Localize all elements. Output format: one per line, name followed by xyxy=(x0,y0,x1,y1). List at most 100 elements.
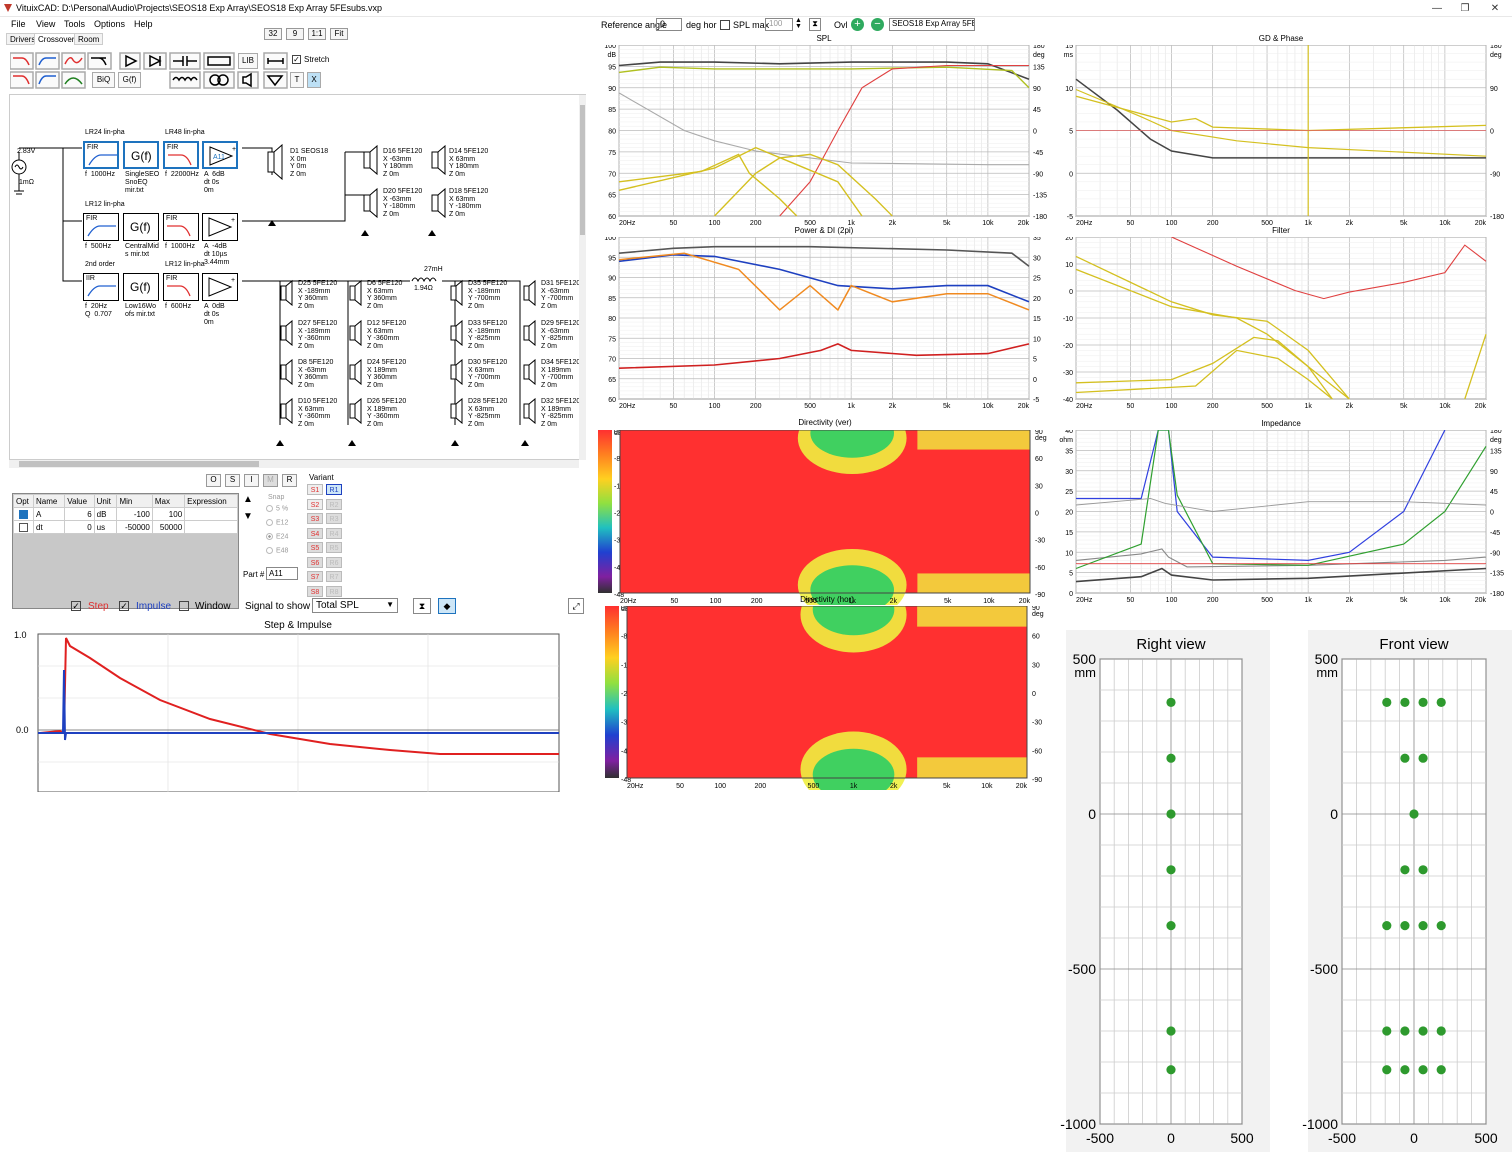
variant-r-button[interactable]: R4 xyxy=(326,527,342,539)
step-checkbox[interactable]: ✓ xyxy=(71,601,81,611)
filter-block[interactable]: A11+ A11 xyxy=(202,141,238,169)
schematic-hscroll[interactable] xyxy=(9,460,579,468)
window-checkbox[interactable] xyxy=(179,601,189,611)
variant-r-button[interactable]: R7 xyxy=(326,571,342,582)
variant-r-button[interactable]: R5 xyxy=(326,542,342,553)
expand-icon[interactable]: ◆ xyxy=(438,598,456,614)
filter-block[interactable]: FIR xyxy=(163,141,199,169)
driver-label[interactable]: D33 5FE120 X -189mm Y -825mm Z 0m xyxy=(468,320,507,350)
zoom-1to1-button[interactable]: 1:1 xyxy=(308,28,326,40)
menu-options[interactable]: Options xyxy=(94,19,126,29)
param-min[interactable]: -50000 xyxy=(116,520,153,534)
driver-label[interactable]: D1 SEOS18 X 0m Y 0m Z 0m xyxy=(290,148,328,178)
driver-label[interactable]: D14 5FE120 X 63mm Y 180mm Z 0m xyxy=(449,148,488,178)
filter-block[interactable]: A+ xyxy=(202,273,238,301)
impulse-checkbox[interactable]: ✓ xyxy=(119,601,129,611)
splmax-input[interactable]: 100 xyxy=(765,18,793,31)
driver-label[interactable]: D27 5FE120 X -189mm Y -360mm Z 0m xyxy=(298,320,337,350)
driver-label[interactable]: D35 5FE120 X -189mm Y -700mm Z 0m xyxy=(468,280,507,310)
variant-r-button[interactable]: R3 xyxy=(326,513,342,524)
driver-label[interactable]: D18 5FE120 X 63mm Y -180mm Z 0m xyxy=(449,188,488,218)
driver-label[interactable]: D31 5FE120 X -63mm Y -700mm Z 0m xyxy=(541,280,580,310)
zoom-fit-button[interactable]: Fit xyxy=(330,28,348,40)
zoom-32-button[interactable]: 32 xyxy=(264,28,282,40)
tab-crossover[interactable]: Crossover xyxy=(34,33,79,45)
move-down-icon[interactable]: ▼ xyxy=(243,511,253,522)
menu-help[interactable]: Help xyxy=(134,19,153,29)
part-input[interactable]: A11 xyxy=(266,567,298,580)
driver-label[interactable]: D29 5FE120 X -63mm Y -825mm Z 0m xyxy=(541,320,580,350)
variant-s-button[interactable]: S7 xyxy=(307,571,323,582)
schematic-canvas[interactable]: 2.83V 1mΩ LR24 lin-pha FIR f 1000Hz G(f) Sin… xyxy=(9,94,586,460)
snap-option[interactable]: E48 xyxy=(266,547,288,554)
snap-option[interactable]: 5 % xyxy=(266,505,288,512)
tab-room[interactable]: Room xyxy=(74,33,104,45)
remove-overlay-icon[interactable]: − xyxy=(871,18,884,31)
variant-r-button[interactable]: R1 xyxy=(326,484,342,495)
text-button[interactable]: T xyxy=(290,72,304,88)
filter-block[interactable]: FIR xyxy=(163,213,199,241)
variant-s-button[interactable]: S1 xyxy=(307,484,323,495)
menu-tools[interactable]: Tools xyxy=(64,19,86,29)
variant-r-button[interactable]: R2 xyxy=(326,498,342,510)
add-overlay-icon[interactable]: + xyxy=(851,18,864,31)
overlay-name-input[interactable]: SEOS18 Exp Array 5FEsub xyxy=(889,18,975,31)
param-max[interactable]: 100 xyxy=(151,507,186,521)
driver-label[interactable]: D16 5FE120 X -63mm Y 180mm Z 0m xyxy=(383,148,422,178)
driver-label[interactable]: D24 5FE120 X 189mm Y 360mm Z 0m xyxy=(367,359,406,389)
driver-label[interactable]: D30 5FE120 X 63mm Y -700mm Z 0m xyxy=(468,359,507,389)
param-value[interactable]: 0 xyxy=(64,520,95,534)
menu-file[interactable]: File xyxy=(11,19,26,29)
stretch-checkbox[interactable]: ✓ xyxy=(292,55,301,64)
filter-block[interactable]: FIR xyxy=(83,213,119,241)
filter-block[interactable]: G(f) xyxy=(123,141,159,169)
signal-select[interactable]: Total SPL ▼ xyxy=(312,598,398,613)
driver-label[interactable]: D26 5FE120 X 189mm Y -360mm Z 0m xyxy=(367,398,406,428)
filter-block[interactable]: A+ xyxy=(202,213,238,241)
driver-label[interactable]: D10 5FE120 X 63mm Y -360mm Z 0m xyxy=(298,398,337,428)
filter-block[interactable]: FIR xyxy=(163,273,199,301)
variant-s-button[interactable]: S2 xyxy=(307,498,323,510)
snap-option[interactable]: E24 xyxy=(266,533,288,540)
opt-checkbox[interactable] xyxy=(19,522,28,532)
param-min[interactable]: -100 xyxy=(116,507,153,521)
filter-block[interactable]: FIR xyxy=(83,141,119,169)
variant-s-button[interactable]: S3 xyxy=(307,513,323,524)
variant-r-button[interactable]: R6 xyxy=(326,556,342,568)
mode-button-m[interactable]: M xyxy=(263,474,278,487)
zoom-9-button[interactable]: 9 xyxy=(286,28,304,40)
driver-label[interactable]: D32 5FE120 X 189mm Y -825mm Z 0m xyxy=(541,398,580,428)
mode-button-i[interactable]: I xyxy=(244,474,259,487)
param-max[interactable]: 50000 xyxy=(151,520,186,534)
driver-label[interactable]: D12 5FE120 X 63mm Y -360mm Z 0m xyxy=(367,320,406,350)
opt-checkbox[interactable] xyxy=(19,509,28,519)
splmax-checkbox[interactable] xyxy=(720,20,730,30)
gf-button[interactable]: G(f) xyxy=(118,72,141,88)
param-expression[interactable] xyxy=(184,507,238,521)
param-value[interactable]: 6 xyxy=(64,507,95,521)
table-row[interactable]: A 6 dB -100 100 xyxy=(13,507,238,521)
variant-s-button[interactable]: S5 xyxy=(307,542,323,553)
variant-r-button[interactable]: R8 xyxy=(326,585,342,597)
filter-block[interactable]: G(f) xyxy=(123,213,159,241)
biquad-button[interactable]: BiQ xyxy=(92,72,115,88)
driver-label[interactable]: D28 5FE120 X 63mm Y -825mm Z 0m xyxy=(468,398,507,428)
snap-option[interactable]: E12 xyxy=(266,519,288,526)
x-button[interactable]: X xyxy=(307,72,321,88)
table-row[interactable]: dt 0 us -50000 50000 xyxy=(13,520,238,534)
filter-block[interactable]: IIR xyxy=(83,273,119,301)
driver-label[interactable]: D20 5FE120 X -63mm Y -180mm Z 0m xyxy=(383,188,422,218)
splmax-spinner-icon[interactable]: ▲ ▼ xyxy=(795,17,802,30)
variant-s-button[interactable]: S4 xyxy=(307,527,323,539)
close-button[interactable]: ✕ xyxy=(1490,3,1500,14)
move-up-icon[interactable]: ▲ xyxy=(243,494,253,505)
driver-label[interactable]: D34 5FE120 X 189mm Y -700mm Z 0m xyxy=(541,359,580,389)
variant-s-button[interactable]: S8 xyxy=(307,585,323,597)
mode-button-r[interactable]: R xyxy=(282,474,297,487)
mode-button-s[interactable]: S xyxy=(225,474,240,487)
fullscreen-icon[interactable]: ⤢ xyxy=(568,598,584,614)
driver-label[interactable]: D6 5FE120 X 63mm Y 360mm Z 0m xyxy=(367,280,402,310)
reference-angle-input[interactable]: 0 xyxy=(656,18,682,31)
maximize-button[interactable]: ❐ xyxy=(1460,3,1470,14)
param-expression[interactable] xyxy=(184,520,238,534)
